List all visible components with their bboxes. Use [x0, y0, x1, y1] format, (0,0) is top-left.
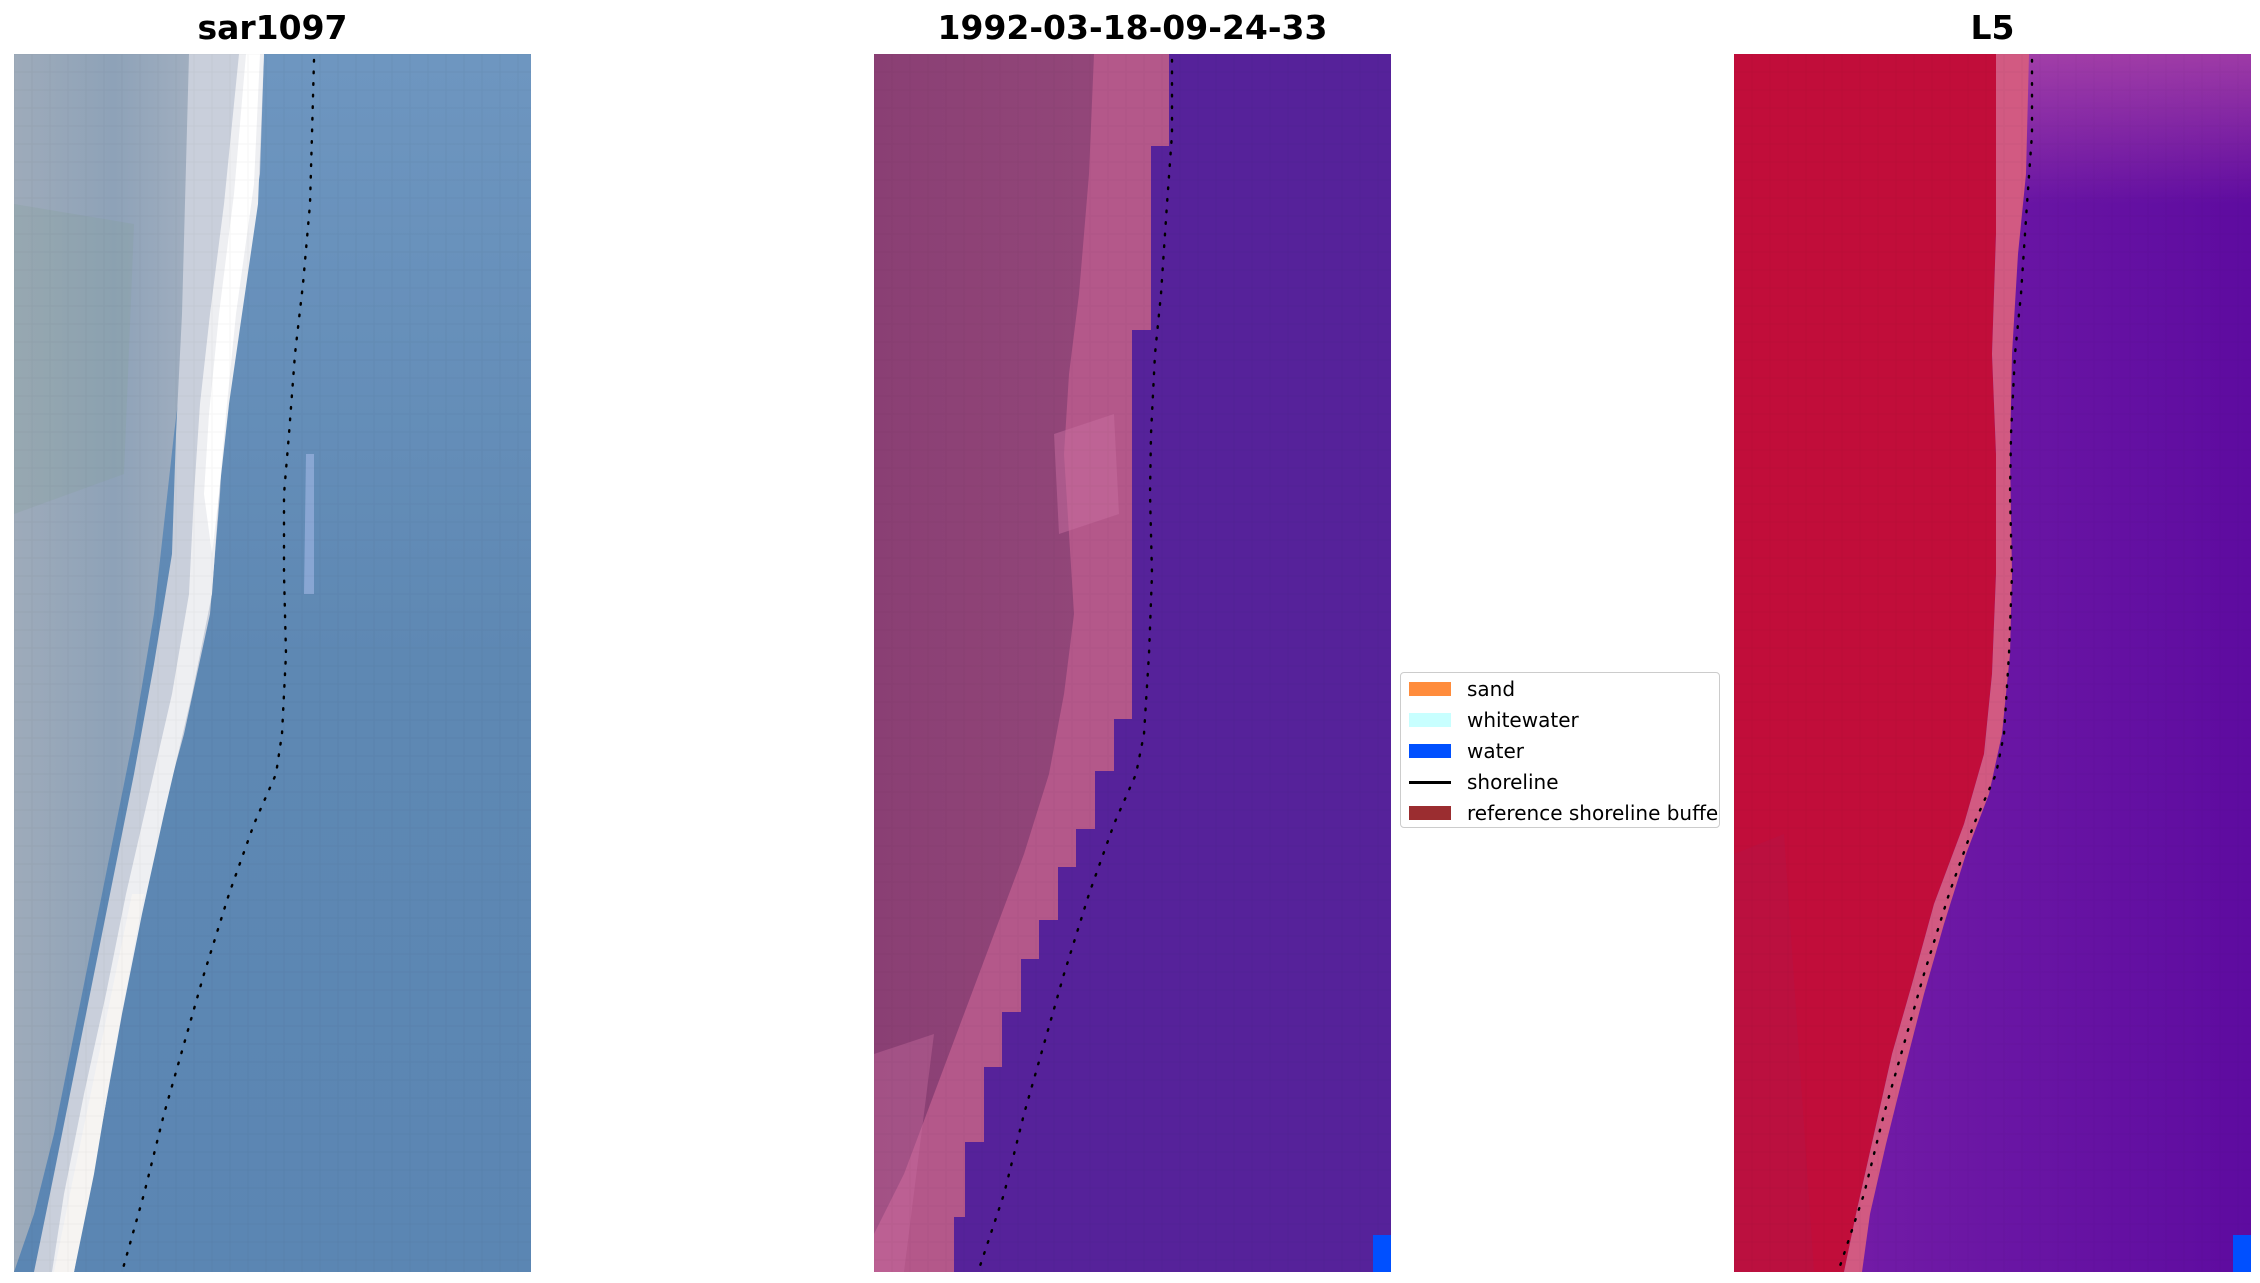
- water-pixels-l5: [2233, 1235, 2251, 1272]
- panel-title-left: sar1097: [197, 8, 348, 47]
- legend-label-sand: sand: [1467, 677, 1516, 701]
- panel-title-right: L5: [1970, 8, 2015, 47]
- legend-label-whitewater: whitewater: [1467, 708, 1579, 732]
- reference-buffer-swatch: [1409, 806, 1451, 820]
- legend-item-reference-buffer: reference shoreline buffer: [1409, 801, 1720, 825]
- legend-label-reference-buffer: reference shoreline buffer: [1467, 801, 1720, 825]
- shoreline-right: [1836, 58, 2034, 1272]
- water-swatch: [1409, 744, 1451, 758]
- shoreline-middle: [976, 58, 1174, 1272]
- sar-rgb-image: [14, 54, 531, 1272]
- legend-label-shoreline: shoreline: [1467, 770, 1559, 794]
- legend: sand whitewater water shoreline referenc…: [1400, 672, 1720, 828]
- legend-item-water: water: [1409, 739, 1524, 763]
- sand-swatch: [1409, 682, 1451, 696]
- l5-svg: [1734, 54, 2251, 1272]
- l5-false-color-image: [1734, 54, 2251, 1272]
- legend-item-sand: sand: [1409, 677, 1515, 701]
- shoreline-line-swatch: [1409, 780, 1451, 784]
- legend-item-shoreline: shoreline: [1409, 770, 1559, 794]
- water-class-pixels: [1373, 1235, 1391, 1272]
- classified-image: [874, 54, 1391, 1272]
- shoreline-left: [120, 58, 316, 1272]
- sar-rgb-svg: [14, 54, 531, 1272]
- panel-title-middle: 1992-03-18-09-24-33: [937, 8, 1328, 47]
- whitewater-swatch: [1409, 713, 1451, 727]
- classified-svg: [874, 54, 1391, 1272]
- legend-label-water: water: [1467, 739, 1524, 763]
- legend-item-whitewater: whitewater: [1409, 708, 1579, 732]
